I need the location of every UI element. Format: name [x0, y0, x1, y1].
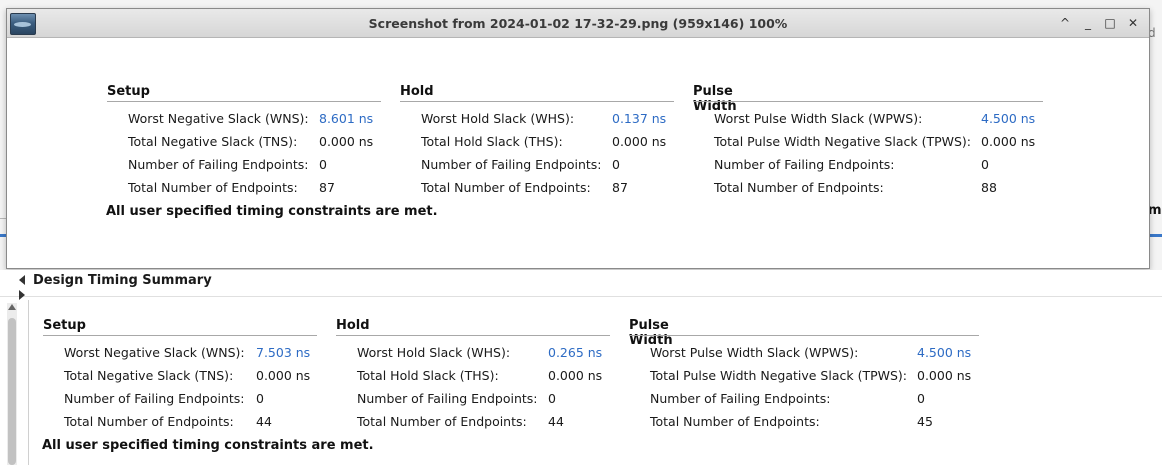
top-hold-divider — [400, 101, 674, 102]
bottom-hold-failing-value: 0 — [548, 391, 556, 406]
top-hold-heading: Hold — [400, 84, 434, 99]
bottom-pulse-wpws-value[interactable]: 4.500 ns — [917, 345, 972, 360]
bottom-pulse-endpoints-label: Total Number of Endpoints: — [650, 414, 820, 429]
bottom-pulse-divider — [629, 335, 979, 336]
bottom-setup-failing-value: 0 — [256, 391, 264, 406]
top-setup-wns-label: Worst Negative Slack (WNS): — [128, 111, 309, 126]
top-setup-divider — [107, 101, 381, 102]
top-setup-wns-value[interactable]: 8.601 ns — [319, 111, 374, 126]
panel-title: Design Timing Summary — [33, 273, 212, 288]
top-hold-ths-label: Total Hold Slack (THS): — [421, 134, 563, 149]
top-hold-whs-value[interactable]: 0.137 ns — [612, 111, 667, 126]
bottom-setup-wns-label: Worst Negative Slack (WNS): — [64, 345, 245, 360]
viewer-image-area — [7, 38, 1149, 268]
scroll-up-icon[interactable] — [8, 304, 16, 310]
bottom-pulse-tpws-value: 0.000 ns — [917, 368, 972, 383]
bottom-hold-endpoints-value: 44 — [548, 414, 564, 429]
bottom-setup-endpoints-label: Total Number of Endpoints: — [64, 414, 234, 429]
bottom-pulse-failing-label: Number of Failing Endpoints: — [650, 391, 831, 406]
bottom-hold-divider — [336, 335, 610, 336]
bottom-pulse-wpws-label: Worst Pulse Width Slack (WPWS): — [650, 345, 859, 360]
top-pulse-divider — [693, 101, 1043, 102]
top-pulse-heading: Pulse Width — [693, 84, 737, 114]
bottom-pulse-tpws-label: Total Pulse Width Negative Slack (TPWS): — [650, 368, 908, 383]
maximize-icon[interactable]: □ — [1104, 16, 1116, 30]
minimize-icon[interactable]: _ — [1085, 16, 1091, 30]
top-pulse-wpws-value[interactable]: 4.500 ns — [981, 111, 1036, 126]
bottom-setup-tns-label: Total Negative Slack (TNS): — [64, 368, 234, 383]
bottom-hold-heading: Hold — [336, 318, 370, 333]
background-divider — [0, 218, 8, 219]
bottom-hold-ths-value: 0.000 ns — [548, 368, 603, 383]
top-pulse-tpws-label: Total Pulse Width Negative Slack (TPWS): — [714, 134, 972, 149]
top-setup-failing-value: 0 — [319, 157, 327, 172]
design-timing-summary-header — [0, 270, 1162, 297]
collapse-arrow-icon[interactable] — [19, 275, 25, 285]
bottom-pulse-endpoints-value: 45 — [917, 414, 933, 429]
top-pulse-endpoints-value: 88 — [981, 180, 997, 195]
top-pulse-wpws-label: Worst Pulse Width Slack (WPWS): — [714, 111, 923, 126]
bottom-setup-endpoints-value: 44 — [256, 414, 272, 429]
viewer-title: Screenshot from 2024-01-02 17-32-29.png … — [368, 16, 788, 31]
bottom-setup-divider — [43, 335, 317, 336]
top-hold-ths-value: 0.000 ns — [612, 134, 667, 149]
bottom-constraints-met-message: All user specified timing constraints ar… — [42, 438, 374, 453]
image-viewer-icon[interactable] — [10, 13, 36, 35]
top-pulse-failing-value: 0 — [981, 157, 989, 172]
window-menu-icon[interactable]: ^ — [1059, 16, 1071, 30]
top-pulse-tpws-value: 0.000 ns — [981, 134, 1036, 149]
top-setup-endpoints-value: 87 — [319, 180, 335, 195]
top-pulse-failing-label: Number of Failing Endpoints: — [714, 157, 895, 172]
bottom-setup-heading: Setup — [43, 318, 86, 333]
top-hold-whs-label: Worst Hold Slack (WHS): — [421, 111, 575, 126]
background-partial-heading: m — [1148, 203, 1162, 218]
top-hold-failing-value: 0 — [612, 157, 620, 172]
bottom-setup-tns-value: 0.000 ns — [256, 368, 311, 383]
top-hold-endpoints-value: 87 — [612, 180, 628, 195]
top-setup-tns-label: Total Negative Slack (TNS): — [128, 134, 298, 149]
top-setup-tns-value: 0.000 ns — [319, 134, 374, 149]
bottom-setup-wns-value[interactable]: 7.503 ns — [256, 345, 311, 360]
bottom-hold-ths-label: Total Hold Slack (THS): — [357, 368, 499, 383]
bottom-hold-whs-value[interactable]: 0.265 ns — [548, 345, 603, 360]
top-pulse-endpoints-label: Total Number of Endpoints: — [714, 180, 884, 195]
top-constraints-met-message: All user specified timing constraints ar… — [106, 204, 438, 219]
bottom-hold-failing-label: Number of Failing Endpoints: — [357, 391, 538, 406]
bottom-pulse-heading: Pulse Width — [629, 318, 673, 348]
top-setup-endpoints-label: Total Number of Endpoints: — [128, 180, 298, 195]
top-setup-heading: Setup — [107, 84, 150, 99]
expand-arrow-icon[interactable] — [19, 290, 25, 300]
image-viewer-window: Screenshot from 2024-01-02 17-32-29.png … — [6, 8, 1150, 269]
bottom-hold-endpoints-label: Total Number of Endpoints: — [357, 414, 527, 429]
top-setup-failing-label: Number of Failing Endpoints: — [128, 157, 309, 172]
top-hold-failing-label: Number of Failing Endpoints: — [421, 157, 602, 172]
bottom-setup-failing-label: Number of Failing Endpoints: — [64, 391, 245, 406]
background-partial-text: d — [1148, 26, 1156, 40]
bottom-pulse-failing-value: 0 — [917, 391, 925, 406]
viewer-titlebar[interactable]: Screenshot from 2024-01-02 17-32-29.png … — [7, 9, 1149, 38]
bottom-hold-whs-label: Worst Hold Slack (WHS): — [357, 345, 511, 360]
top-hold-endpoints-label: Total Number of Endpoints: — [421, 180, 591, 195]
scrollbar-thumb[interactable] — [8, 318, 16, 465]
panel-border — [28, 300, 29, 465]
close-icon[interactable]: ✕ — [1127, 16, 1139, 30]
